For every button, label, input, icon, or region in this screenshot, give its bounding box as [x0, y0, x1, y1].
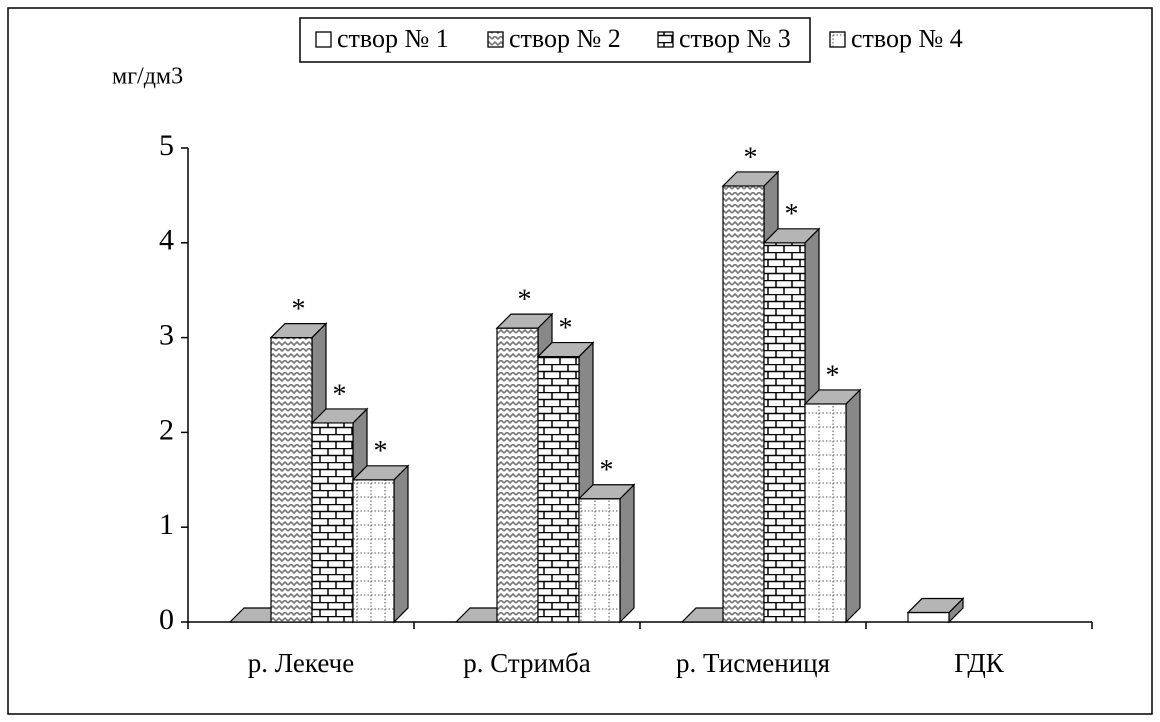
legend-box: [299, 17, 811, 63]
legend-swatch: [657, 31, 674, 48]
bar-top: [762, 228, 821, 244]
note-label: *: [559, 313, 573, 344]
note-label: *: [374, 436, 388, 467]
y-tick-label: 4: [159, 224, 174, 257]
note-label: *: [518, 285, 532, 316]
note-label: *: [333, 379, 347, 410]
bar-front: [907, 611, 950, 623]
note-label: *: [600, 455, 614, 486]
bar-top: [577, 484, 636, 500]
legend-swatch: [315, 31, 332, 48]
bar-top: [803, 389, 862, 405]
legend-swatch: [487, 31, 504, 48]
note-label: *: [785, 199, 799, 230]
legend-label: створ № 2: [509, 24, 621, 53]
y-tick-label: 1: [159, 508, 174, 541]
note-label: *: [744, 142, 758, 173]
bar-front: [311, 422, 354, 623]
x-tick-label: р. Лекече: [248, 648, 354, 678]
legend-label: створ № 1: [337, 24, 449, 53]
y-axis-label: мг/дм3: [112, 64, 183, 90]
bar-front: [352, 479, 395, 623]
x-tick-label: р. Стримба: [463, 648, 591, 678]
y-tick-label: 5: [159, 129, 174, 162]
bar: [351, 464, 410, 624]
bar-front: [496, 327, 539, 623]
bar: [906, 597, 965, 624]
bar-top: [536, 341, 595, 358]
y-tick-label: 3: [159, 318, 174, 351]
bar-front: [270, 337, 313, 623]
bar-top: [495, 313, 554, 329]
y-tick-label: 0: [159, 603, 174, 636]
bar-top: [351, 465, 410, 481]
bar-side: [845, 388, 861, 624]
x-tick-label: р. Тисмениця: [676, 648, 830, 678]
legend-label: створ № 4: [851, 24, 963, 53]
bar-top: [310, 408, 369, 424]
bar-front: [722, 185, 765, 623]
bar-side: [393, 464, 409, 624]
note-label: *: [826, 360, 840, 391]
bar: [577, 483, 636, 624]
x-tick-label: ГДК: [954, 648, 1005, 678]
bar-front: [537, 355, 580, 623]
bar-front: [804, 403, 847, 623]
bar-side: [619, 483, 635, 624]
note-label: *: [292, 294, 306, 325]
legend-label: створ № 3: [679, 24, 791, 53]
y-tick-label: 2: [159, 413, 174, 446]
bar-front: [763, 242, 806, 623]
legend-swatch: [829, 31, 846, 48]
bar-front: [578, 498, 621, 623]
bar-top: [269, 323, 328, 339]
bar-top: [721, 171, 780, 187]
bar-top: [906, 597, 965, 614]
bar: [803, 388, 862, 624]
